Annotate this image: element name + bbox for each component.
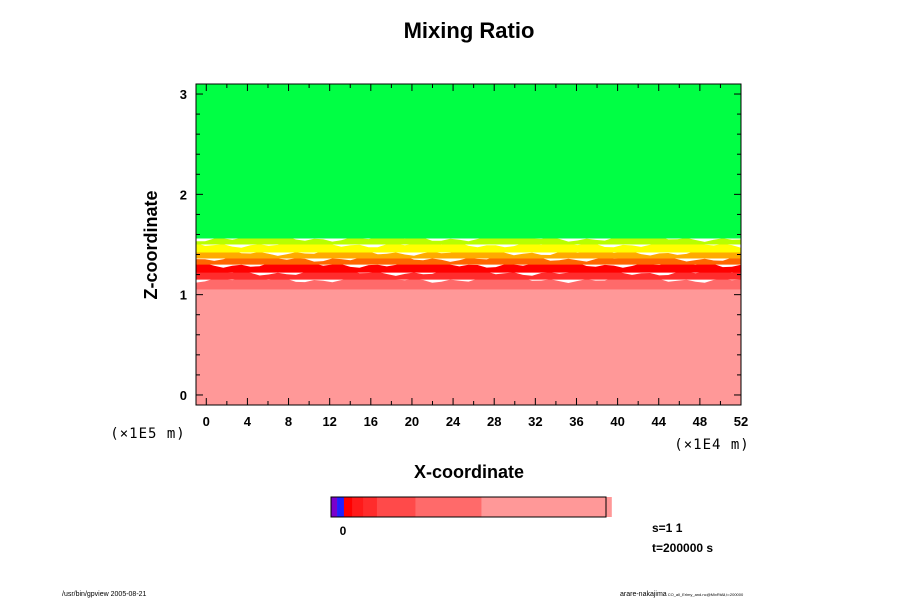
y-axis-ticks: 0 1 2 3 [180, 87, 741, 403]
colorbar-frame [330, 496, 607, 518]
x-axis-label: X-coordinate [414, 462, 524, 482]
x-tick-label: 8 [285, 414, 292, 429]
y-tick-label: 3 [180, 87, 187, 102]
contour-band [196, 241, 741, 253]
colorbar-segment [337, 497, 345, 517]
x-tick-label: 44 [652, 414, 667, 429]
contour-band [196, 261, 741, 273]
footer-right: arare-nakajimaCO_all_Erlmy_and.nc@MixRtA… [620, 591, 744, 598]
colorbar-segment [331, 497, 338, 517]
x-tick-label: 36 [569, 414, 583, 429]
y-axis-unit: (×1E5 m) [110, 426, 185, 442]
colorbar-segment [352, 497, 364, 517]
s-value-annotation: s=1 1 [652, 521, 683, 535]
y-tick-label: 0 [180, 388, 187, 403]
x-tick-label: 4 [244, 414, 252, 429]
x-tick-label: 28 [487, 414, 501, 429]
x-axis-ticks: 0 4 8 12 16 20 24 28 32 36 40 44 48 52 [203, 84, 748, 429]
colorbar [331, 497, 612, 517]
x-tick-label: 12 [322, 414, 336, 429]
x-tick-label: 48 [693, 414, 707, 429]
x-tick-label: 32 [528, 414, 542, 429]
colorbar-segment [481, 497, 612, 517]
x-tick-label: 24 [446, 414, 461, 429]
contour-band [196, 276, 741, 290]
colorbar-segment [376, 497, 416, 517]
x-axis-unit: (×1E4 m) [674, 437, 749, 453]
x-tick-label: 16 [364, 414, 378, 429]
x-tick-label: 52 [734, 414, 748, 429]
y-axis-label: Z-coordinate [141, 190, 161, 299]
x-tick-label: 0 [203, 414, 210, 429]
x-tick-label: 20 [405, 414, 419, 429]
footer-right-main: arare-nakajima [620, 591, 667, 598]
x-tick-label: 40 [610, 414, 624, 429]
contour-bands [196, 84, 741, 405]
contour-band [196, 235, 741, 245]
colorbar-segment [363, 497, 378, 517]
t-value-annotation: t=200000 s [652, 541, 713, 555]
contour-band [196, 289, 741, 405]
footer-right-small: CO_all_Erlmy_and.nc@MixRtAll,t=200000 [668, 592, 744, 597]
colorbar-segment [415, 497, 482, 517]
y-tick-label: 2 [180, 187, 187, 202]
chart-title: Mixing Ratio [404, 18, 535, 43]
colorbar-segment [343, 497, 353, 517]
contour-band [196, 84, 741, 239]
plot-frame [195, 83, 742, 406]
y-tick-label: 1 [180, 288, 187, 303]
footer-left: /usr/bin/gpview 2005-08-21 [62, 591, 147, 598]
colorbar-tick-label: 0 [340, 524, 347, 538]
